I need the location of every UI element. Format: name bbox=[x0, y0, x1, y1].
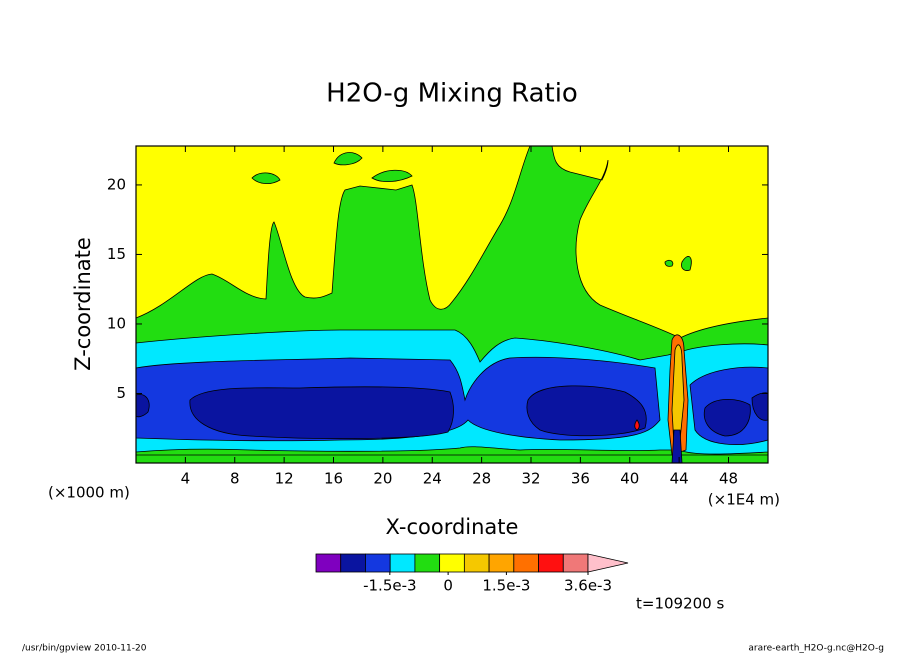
contour-region bbox=[189, 386, 454, 440]
colorbar-tick-label: 0 bbox=[443, 577, 453, 595]
x-tick-label: 8 bbox=[230, 470, 240, 488]
y-tick-label: 20 bbox=[107, 175, 126, 193]
time-label: t=109200 s bbox=[636, 595, 724, 613]
x-axis-label: X-coordinate bbox=[386, 515, 519, 539]
y-tick-label: 15 bbox=[107, 245, 126, 263]
chart-title: H2O-g Mixing Ratio bbox=[326, 79, 578, 109]
colorbar-swatch bbox=[488, 553, 515, 573]
contour-region bbox=[634, 419, 640, 431]
contour-region bbox=[526, 385, 647, 437]
colorbar-arrow bbox=[587, 553, 629, 573]
footer-left: /usr/bin/gpview 2010-11-20 bbox=[22, 644, 147, 654]
colorbar-tick-label: 1.5e-3 bbox=[482, 577, 530, 595]
x-tick-label: 24 bbox=[423, 470, 442, 488]
colorbar-swatch bbox=[513, 553, 539, 573]
x-tick-label: 36 bbox=[571, 470, 590, 488]
x-tick-label: 20 bbox=[373, 470, 392, 488]
x-tick-label: 32 bbox=[521, 470, 540, 488]
colorbar-swatch bbox=[389, 553, 416, 573]
x-tick-label: 48 bbox=[719, 470, 738, 488]
y-axis-label: Z-coordinate bbox=[71, 237, 95, 371]
colorbar-swatch bbox=[340, 553, 366, 573]
contour-region bbox=[681, 256, 692, 271]
contour-region bbox=[251, 172, 281, 184]
y-unit: (×1000 m) bbox=[48, 484, 130, 502]
x-tick-label: 44 bbox=[670, 470, 689, 488]
x-tick-label: 12 bbox=[275, 470, 294, 488]
contour-region bbox=[664, 259, 674, 267]
colorbar-swatch bbox=[414, 553, 441, 573]
colorbar-swatch bbox=[562, 553, 589, 573]
y-tick-label: 5 bbox=[116, 384, 126, 402]
contour-region bbox=[135, 393, 150, 418]
x-tick-label: 4 bbox=[181, 470, 191, 488]
contour-region bbox=[371, 169, 413, 182]
x-unit: (×1E4 m) bbox=[708, 491, 780, 509]
colorbar-swatch bbox=[439, 553, 465, 573]
colorbar-swatch bbox=[538, 553, 564, 573]
colorbar-swatch bbox=[463, 553, 490, 573]
contour-region bbox=[671, 429, 683, 464]
colorbar-tick-label: -1.5e-3 bbox=[363, 577, 416, 595]
x-tick-label: 40 bbox=[620, 470, 639, 488]
plot-frame bbox=[135, 145, 769, 464]
y-tick-label: 10 bbox=[107, 314, 126, 332]
colorbar-tick-label: 3.6e-3 bbox=[564, 577, 612, 595]
contour-region bbox=[333, 152, 363, 166]
contour-region bbox=[703, 398, 751, 437]
x-tick-label: 16 bbox=[324, 470, 343, 488]
colorbar-swatch bbox=[315, 553, 342, 573]
x-tick-label: 28 bbox=[472, 470, 491, 488]
footer-right: arare-earth_H2O-g.nc@H2O-g bbox=[748, 644, 884, 654]
colorbar-swatch bbox=[365, 553, 391, 573]
